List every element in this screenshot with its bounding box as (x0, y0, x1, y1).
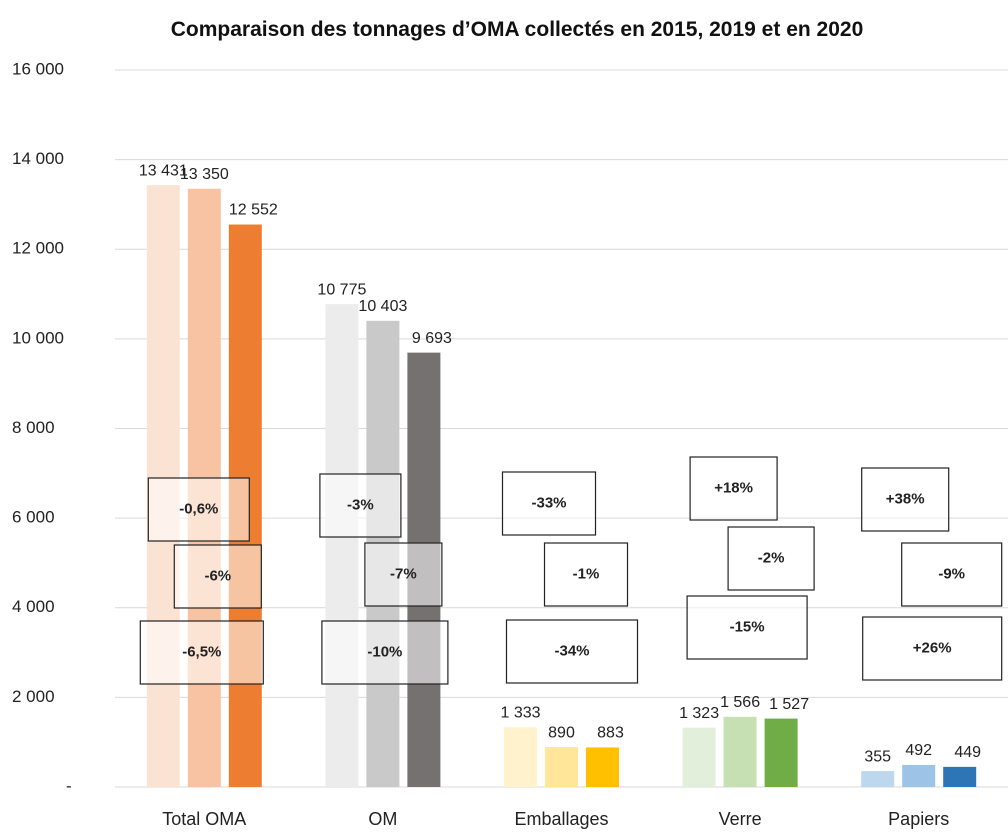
annotation-box (686, 595, 808, 660)
annotation-box (319, 473, 402, 538)
bar (586, 747, 619, 787)
annotation-box (173, 544, 262, 609)
annotation: -1% (573, 565, 600, 582)
chart-title: Comparaison des tonnages d’OMA collectés… (170, 18, 864, 41)
value-label: 355 (864, 748, 891, 765)
x-tick-label: Total OMA (162, 809, 246, 829)
annotation-box (689, 456, 778, 521)
annotation: +18% (714, 479, 753, 496)
value-label: 1 566 (720, 694, 760, 711)
value-label: 1 333 (500, 704, 540, 721)
value-label: 10 403 (358, 298, 407, 315)
annotation: -10% (367, 643, 402, 660)
annotation: -6% (204, 567, 231, 584)
annotation-box (321, 620, 449, 685)
y-tick-label: 6 000 (12, 508, 55, 527)
value-label: 13 350 (180, 166, 229, 183)
annotation-box (147, 477, 250, 542)
value-label: 883 (597, 725, 624, 742)
value-label: 12 552 (229, 202, 278, 219)
bar (861, 771, 895, 787)
bar (682, 727, 716, 787)
annotation: -9% (938, 565, 965, 582)
y-tick-label: 14 000 (12, 149, 64, 168)
y-tick-label: 12 000 (12, 239, 64, 258)
annotation-box (727, 526, 815, 591)
x-tick-label: OM (368, 809, 397, 829)
annotation-box (501, 471, 597, 536)
value-label: 492 (905, 742, 932, 759)
annotation: +38% (886, 490, 925, 507)
bar (545, 747, 578, 787)
value-label: 449 (954, 744, 981, 761)
annotation: -7% (390, 565, 417, 582)
y-tick-label: 16 000 (12, 59, 64, 78)
value-label: 13 431 (139, 162, 188, 179)
x-tick-label: Emballages (514, 809, 608, 829)
bar (764, 718, 798, 787)
annotation: -33% (531, 494, 566, 511)
annotation-box (543, 542, 629, 607)
annotation-box (901, 542, 1003, 607)
value-label: 1 323 (679, 705, 719, 722)
y-tick-label: 8 000 (12, 418, 55, 437)
annotation-box (505, 619, 639, 684)
annotation: -6,5% (182, 643, 221, 660)
annotation-box (861, 467, 950, 532)
annotation: -2% (758, 549, 785, 566)
bar (943, 766, 977, 787)
y-tick-label: - (66, 776, 72, 795)
annotation-box (139, 620, 264, 685)
x-tick-label: Papiers (888, 809, 949, 829)
bar (723, 716, 757, 787)
annotation: -15% (730, 618, 765, 635)
annotation-box (364, 542, 443, 607)
annotation: +26% (913, 639, 952, 656)
value-label: 1 527 (769, 696, 809, 713)
y-tick-label: 10 000 (12, 328, 64, 347)
x-tick-label: Verre (719, 809, 762, 829)
bar (902, 764, 936, 787)
annotation-box (862, 616, 1003, 681)
bar (325, 304, 359, 787)
annotation: -3% (347, 496, 374, 513)
bar (504, 727, 537, 787)
annotation: -34% (554, 642, 589, 659)
y-tick-label: 4 000 (12, 597, 55, 616)
y-tick-label: 2 000 (12, 687, 55, 706)
value-label: 10 775 (317, 281, 366, 298)
annotation: -0,6% (179, 500, 218, 517)
value-label: 890 (548, 724, 575, 741)
value-label: 9 693 (412, 330, 452, 347)
